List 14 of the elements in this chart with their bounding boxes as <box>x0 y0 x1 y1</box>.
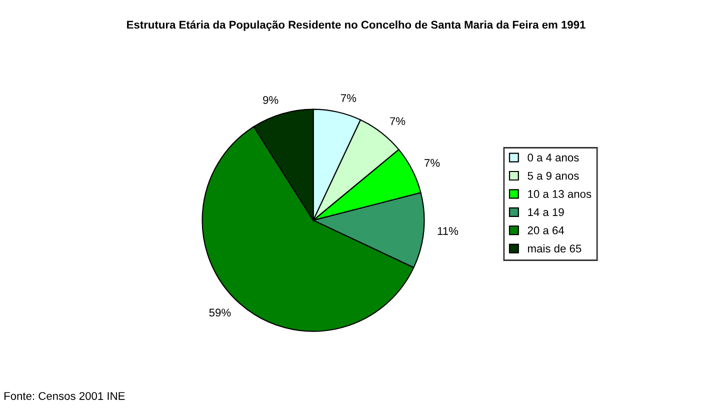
data-label: 11% <box>438 227 458 235</box>
data-label: 7% <box>424 159 440 167</box>
legend-label: 10 a 13 anos <box>528 190 592 198</box>
legend-label: 5 a 9 anos <box>528 172 579 180</box>
legend-label: mais de 65 <box>528 244 582 252</box>
legend-label: 14 a 19 <box>528 208 564 216</box>
chart-title: Estrutura Etária da População Residente no Concelho de Santa Maria da Feira em 1991 <box>127 20 586 31</box>
data-label: 59% <box>209 308 231 317</box>
data-label: 9% <box>263 96 278 104</box>
source-note: Fonte: Censos 2001 INE <box>4 392 125 400</box>
data-label: 7% <box>390 117 406 126</box>
legend-label: 0 a 4 anos <box>528 154 579 162</box>
data-label: 7% <box>340 94 356 102</box>
legend-label: 20 a 64 <box>528 226 564 234</box>
